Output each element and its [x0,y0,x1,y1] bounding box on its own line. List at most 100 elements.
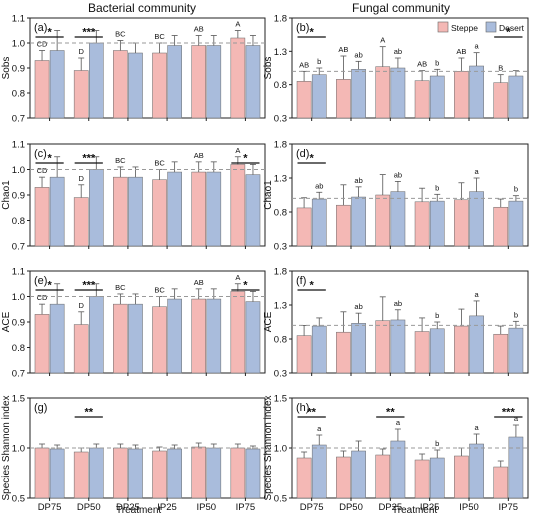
desert-bar [508,75,524,119]
steppe-bar [493,206,509,247]
x-tick-label: IP25 [420,502,440,513]
steppe-bar [296,335,312,374]
y-tick-label: 1.3 [274,174,287,185]
desert-bar [429,75,445,119]
y-tick-label: 1.3 [274,47,287,58]
y-axis-label: Sobs [1,57,12,80]
desert-bar [351,323,366,374]
significance-letter: AB [194,278,204,287]
fungal-column-title: Fungal community [352,1,451,15]
desert-bar [167,298,182,374]
significance-letter: D [78,47,84,56]
x-tick-label: DP50 [339,502,363,513]
desert-bar [245,301,261,374]
desert-bar [429,328,445,374]
desert-bar [351,450,366,499]
y-axis-label: Species Shannon index [263,395,274,500]
desert-bar [49,448,65,499]
steppe-bar [454,71,469,119]
y-tick-label: 1.5 [274,394,287,405]
plot-frame [291,270,529,374]
steppe-bar [414,80,430,119]
steppe-bar [375,194,391,247]
steppe-bar [34,60,50,119]
desert-bar [390,440,406,499]
desert-bar [508,436,524,499]
desert-bar [311,198,327,247]
steppe-bar [336,456,351,499]
steppe-bar [493,466,509,499]
desert-bar [390,67,406,119]
desert-bar [206,45,222,119]
desert-bar [311,74,327,119]
desert-bar [245,174,261,247]
significance-stars: ** [84,407,93,419]
steppe-bar [73,451,89,499]
steppe-bar [414,331,430,374]
steppe-bar [73,197,89,247]
panel-label: (e) [34,275,47,287]
desert-bar [128,303,143,374]
y-tick-label: 0.3 [274,114,287,125]
legend-label-steppe: Steppe [451,23,478,33]
steppe-bar [152,450,167,499]
y-tick-label: 0.3 [274,242,287,253]
significance-letter: b [435,183,439,192]
significance-stars: * [47,153,52,165]
steppe-bar [191,446,206,499]
steppe-bar [296,207,312,247]
significance-stars: * [243,280,248,292]
y-tick-label: 0.9 [12,191,25,202]
y-tick-label: 1.1 [12,14,25,25]
y-axis-label: Chao1 [263,180,274,210]
y-tick-label: 0.7 [12,242,25,253]
significance-stars: * [47,280,52,292]
significance-letter: ab [354,50,362,59]
steppe-bar [152,179,167,247]
desert-bar [206,447,222,499]
x-tick-label: IP50 [459,502,479,513]
significance-letter: CD [37,40,48,49]
significance-stars: ** [386,407,395,419]
steppe-bar [34,187,50,247]
significance-letter: b [435,439,439,448]
steppe-bar [336,204,351,247]
significance-letter: BC [154,32,165,41]
significance-letter: D [78,301,84,310]
significance-letter: ab [354,176,362,185]
x-axis-label-right: Treatment [392,505,438,516]
steppe-bar [454,455,469,499]
panel-label: (d) [296,148,309,160]
y-tick-label: 1.8 [274,267,287,278]
steppe-bar [191,45,206,119]
y-axis-label: ACE [1,311,12,332]
legend-label-desert: Desert [499,23,525,33]
significance-letter: b [317,57,321,66]
y-tick-label: 1.1 [12,267,25,278]
desert-bar [89,296,104,374]
y-tick-label: 0.8 [12,216,25,227]
y-tick-label: 1.1 [12,140,25,151]
y-axis-label: ACE [263,311,274,332]
desert-bar [167,448,182,499]
significance-letter: ab [394,299,402,308]
bacterial-column-title: Bacterial community [88,1,197,15]
significance-letter: AB [299,60,309,69]
desert-bar [167,45,182,119]
desert-bar [167,171,182,247]
panel-label: (f) [296,275,306,287]
x-tick-label: DP25 [116,502,140,513]
y-tick-label: 1.0 [274,444,287,455]
x-tick-label: DP75 [38,502,62,513]
steppe-bar [152,52,167,119]
plot-frame [291,143,529,247]
significance-letter: A [235,146,240,155]
significance-letter: a [474,290,479,299]
steppe-bar [230,291,246,374]
panel-label: (h) [296,402,309,414]
steppe-bar [73,70,89,119]
significance-letter: ab [394,47,402,56]
